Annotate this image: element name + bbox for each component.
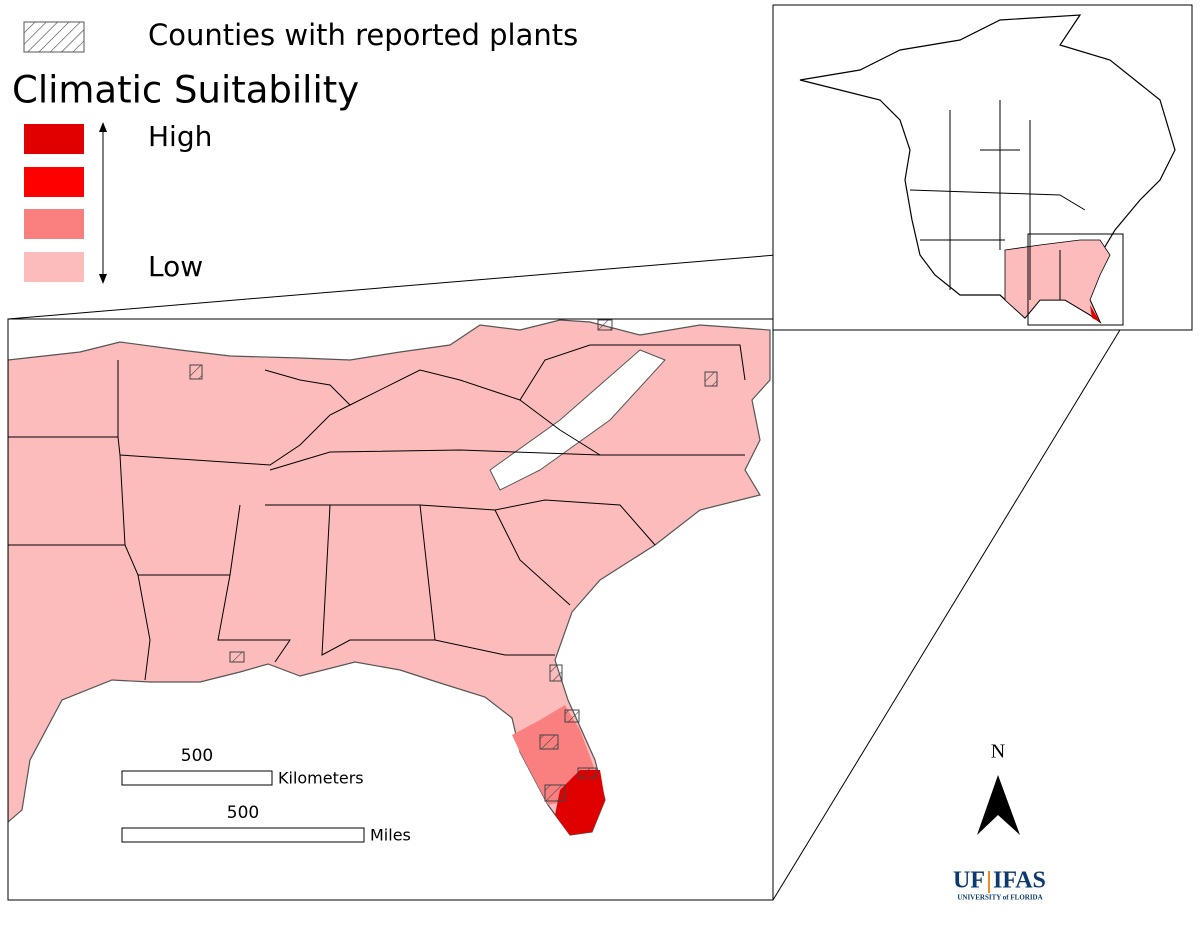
inset-borders [909,100,1086,300]
zoom-line [772,324,1124,901]
hatch-label: Counties with reported plants [148,18,578,52]
hatch-swatch [23,21,85,53]
scale-km-value: 500 [181,746,213,766]
legend-title: Climatic Suitability [12,69,359,112]
land-unsuitable [489,349,666,491]
main-map [8,319,773,900]
legend: Counties with reported plants Climatic S… [12,18,578,284]
land-low [8,319,771,836]
logo-uf: UF [953,868,985,894]
scale-bars: 500 Kilometers 500 Miles [121,746,411,845]
inset-map [772,4,1193,331]
reported-counties [189,319,718,802]
scale-mi-unit: Miles [370,826,411,845]
state-borders [8,344,746,681]
scale-km-bar [121,770,273,786]
swatch-high [24,167,84,197]
zoom-box [1027,233,1124,326]
scale-mi-bar [121,827,365,843]
legend-high: High [148,120,212,153]
logo-university: UNIVERSITY of FLORIDA [957,894,1042,902]
swatch-very-high [24,124,84,154]
main-frame [7,318,774,901]
swatch-medium [24,209,84,239]
land-high [555,770,605,835]
scale-mi-value: 500 [227,803,259,823]
logo-ifas: IFAS [993,868,1046,894]
inset-florida-high [1090,305,1100,322]
swatch-low [24,252,84,282]
north-label: N [991,741,1005,763]
scale-km-unit: Kilometers [278,769,364,788]
logo: UF IFAS UNIVERSITY of FLORIDA [953,868,1046,902]
legend-low: Low [148,250,203,283]
north-arrow: N [977,741,1020,835]
